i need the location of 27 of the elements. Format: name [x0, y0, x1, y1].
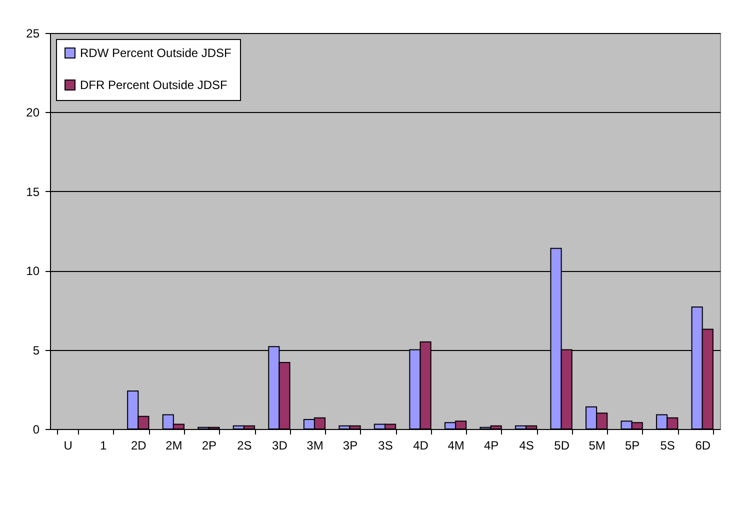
x-tick-label: 5S	[660, 438, 675, 452]
x-tick-label: 4D	[413, 438, 429, 452]
y-tick-label: 20	[26, 106, 40, 120]
x-tick-label: 2M	[166, 438, 182, 452]
y-tick-label: 10	[26, 264, 40, 278]
legend-label: DFR Percent Outside JDSF	[80, 78, 228, 92]
x-tick-label: 4P	[484, 438, 499, 452]
x-tick-label: 5D	[554, 438, 570, 452]
x-tick-label: 3D	[272, 438, 288, 452]
x-tick-label: 1	[100, 438, 108, 452]
x-tick-label: 2P	[202, 438, 217, 452]
y-tick-label: 0	[32, 422, 40, 436]
x-tick-label: U	[64, 438, 72, 452]
x-tick-label: 4M	[448, 438, 464, 452]
x-tick-label: 2S	[237, 438, 252, 452]
y-tick-label: 15	[26, 184, 40, 199]
legend-label: RDW Percent Outside JDSF	[80, 46, 232, 60]
x-tick-label: 3P	[342, 438, 358, 452]
x-tick-label: 5M	[588, 438, 606, 452]
x-tick-label: 6D	[695, 438, 711, 452]
x-tick-label: 3S	[378, 438, 393, 452]
x-tick-label: 3M	[306, 438, 324, 452]
x-tick-label: 4S	[519, 438, 534, 452]
x-tick-label: 2D	[130, 438, 147, 452]
x-tick-label: 5P	[625, 438, 640, 452]
y-tick-label: 25	[26, 26, 40, 40]
y-tick-label: 5	[32, 343, 40, 358]
